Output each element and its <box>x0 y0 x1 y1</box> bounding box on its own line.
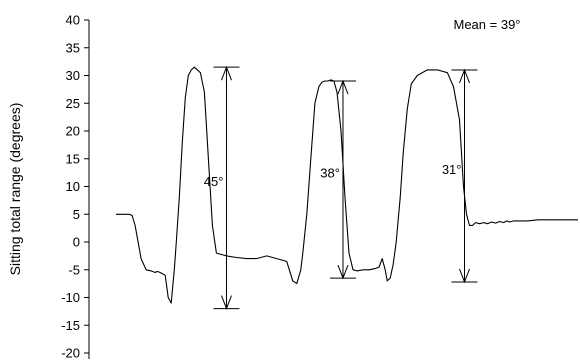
range-label: 38° <box>320 166 340 181</box>
y-tick-label: -15 <box>61 318 80 333</box>
y-tick-label: 15 <box>66 151 80 166</box>
y-tick-label: 35 <box>66 40 80 55</box>
mean-annotation: Mean = 39° <box>454 17 521 32</box>
y-tick-label: 5 <box>73 207 80 222</box>
range-marker: 38° <box>320 81 356 278</box>
y-tick-label: 20 <box>66 124 80 139</box>
y-tick-label: 0 <box>73 235 80 250</box>
y-tick-label: -10 <box>61 290 80 305</box>
y-tick-label: -5 <box>68 262 80 277</box>
y-axis-label: Sitting total range (degrees) <box>7 103 23 276</box>
range-label: 31° <box>442 162 462 177</box>
range-markers: 45° 38° 31° <box>204 67 478 308</box>
range-marker: 31° <box>442 70 478 282</box>
y-tick-label: 10 <box>66 179 80 194</box>
range-label: 45° <box>204 174 224 189</box>
y-tick-label: -20 <box>61 346 80 360</box>
y-ticks: 40 35 30 25 20 15 10 5 0 -5 -10 -15 -20 <box>61 13 89 360</box>
y-tick-label: 25 <box>66 96 80 111</box>
range-marker: 45° <box>204 67 240 308</box>
y-tick-label: 40 <box>66 13 80 28</box>
y-tick-label: 30 <box>66 68 80 83</box>
